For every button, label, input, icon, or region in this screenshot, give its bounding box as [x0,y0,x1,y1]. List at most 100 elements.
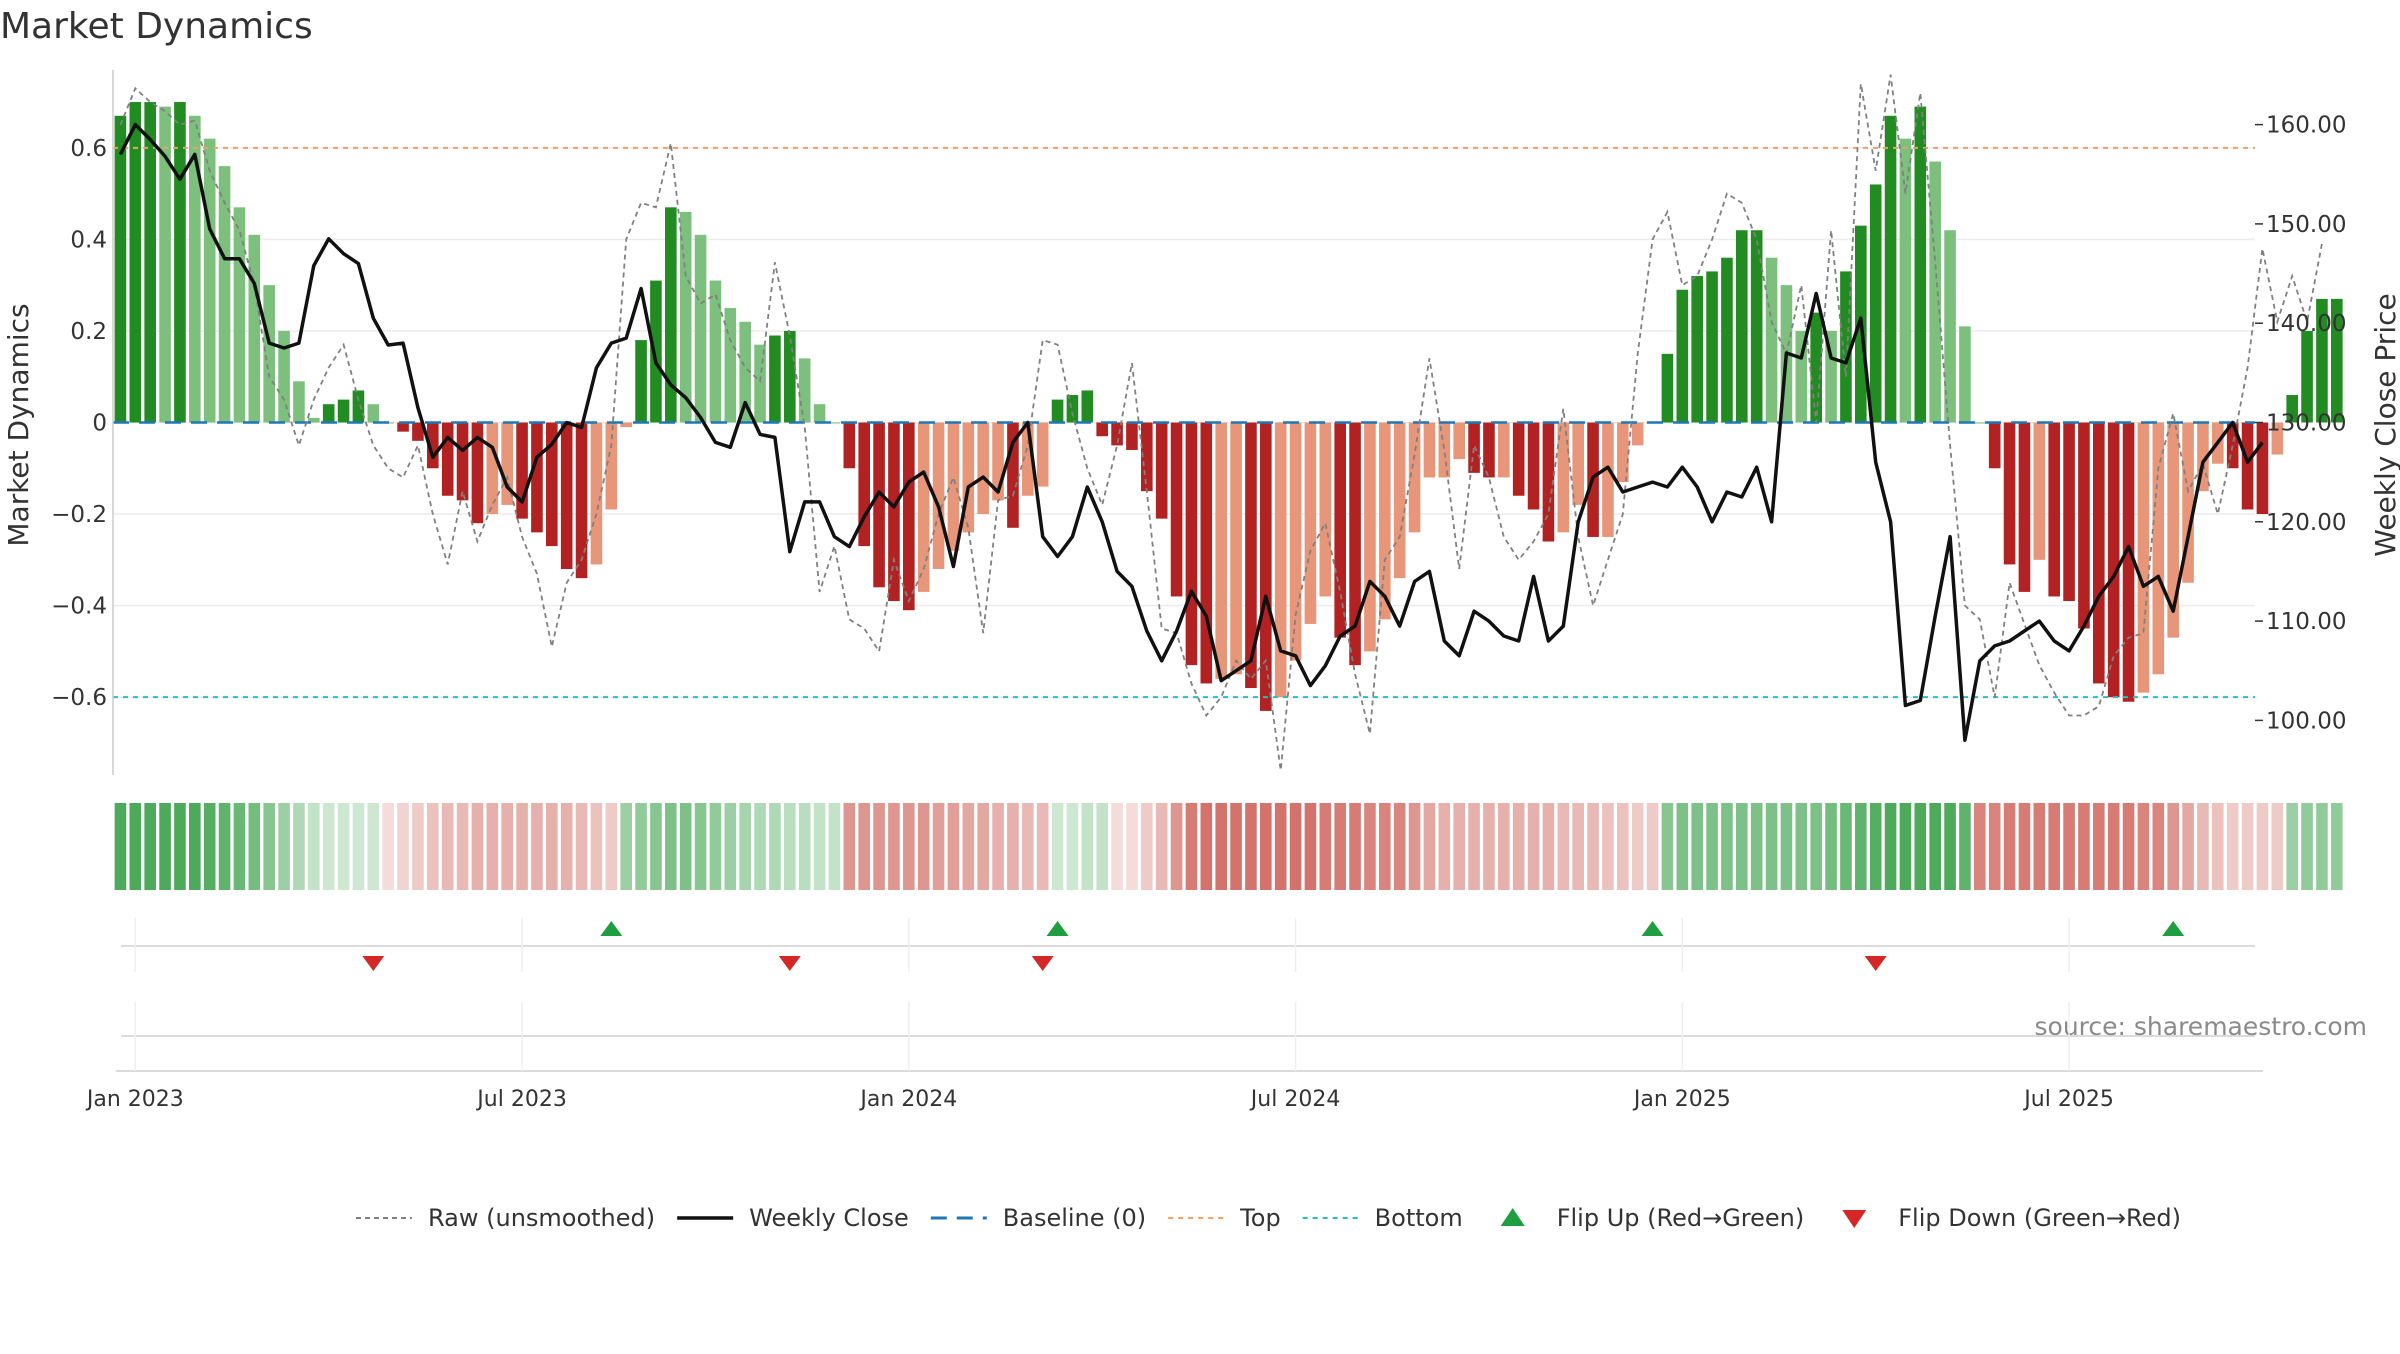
regime-cell [546,803,558,890]
dynamics-bar [813,404,826,423]
dynamics-bar [1036,422,1049,487]
regime-cell [1602,803,1614,890]
dynamics-bar [1066,395,1079,423]
regime-cell [947,803,960,890]
regime-cell [486,803,499,890]
regime-cell [1631,803,1644,890]
dynamics-bar [2241,422,2254,510]
regime-cell [1765,803,1778,890]
axes: 0.6 0.4 0.2 0 −0.2 −0.4 −0.6 160.00 150.00 140.00… [51,70,2346,775]
regime-cell [784,803,796,890]
dynamics-bar [1869,184,1882,423]
dynamics-bar [947,422,960,551]
dynamics-bar [322,404,335,423]
dynamics-bar [1304,422,1317,624]
dynamics-bar [1527,422,1540,510]
dynamics-bar [739,321,751,423]
right-tick-label: 160.00 [2266,113,2346,139]
dynamics-bar [1542,422,1555,542]
dynamics-bar [531,422,543,533]
regime-cell [1512,803,1525,890]
regime-cell [1379,803,1391,890]
left-tick-label: 0.6 [70,136,107,162]
regime-cell [754,803,766,890]
regime-cell [1230,803,1242,890]
flip-down-marker [1031,956,1054,971]
regime-cell [412,803,424,890]
regime-cell [888,803,900,890]
dynamics-bar [1408,422,1421,533]
regime-cell [694,803,707,890]
regime-cell [1349,803,1361,890]
regime-cell [382,803,394,890]
dynamics-bar [1512,422,1525,496]
dynamics-bar [2301,330,2313,423]
x-tick-label: Jan 2023 [85,1087,184,1112]
regime-cell [1944,803,1956,890]
regime-cell [2107,803,2120,890]
regime-cell [679,803,692,890]
dynamics-bar [873,422,885,588]
regime-cell [1260,803,1272,890]
dynamics-bar [2331,298,2343,423]
dynamics-bar [1289,422,1302,661]
left-tick-label: 0 [92,411,107,437]
dynamics-bar [2003,422,2016,565]
regime-cell [278,803,290,890]
dynamics-bar [456,422,469,501]
regime-cell [1274,803,1287,890]
regime-cell [1126,803,1138,890]
regime-cell [2271,803,2284,890]
dynamics-bar [1364,422,1376,652]
regime-cell [1974,803,1986,890]
dynamics-bar [2286,395,2298,423]
regime-cell [1572,803,1584,890]
dynamics-bar [2167,422,2179,638]
regime-cell [977,803,989,890]
dynamics-bar [754,344,766,423]
dynamics-bar [1483,422,1495,478]
dynamics-bar [620,422,632,428]
left-tick-label: 0.4 [70,227,107,253]
dynamics-bar [1170,422,1183,597]
regime-cell [2212,803,2224,890]
flip-markers [121,918,2255,972]
legend-item-bottom: Bottom [1302,1204,1463,1232]
regime-cell [1051,803,1064,890]
right-tick-label: 120.00 [2266,510,2346,536]
dynamics-bar [159,106,171,423]
regime-cell [218,803,231,890]
regime-cell [2226,803,2239,890]
regime-cell [1022,803,1034,890]
dynamics-bar [367,404,380,423]
legend-label: Flip Up (Red→Green) [1557,1204,1805,1232]
regime-cell [114,803,127,890]
regime-cell [2093,803,2105,890]
dynamics-bar [590,422,603,565]
regime-cell [2182,803,2194,890]
regime-cell [189,803,201,890]
legend-item-raw: Raw (unsmoothed) [356,1204,655,1232]
dynamics-bar [1111,422,1123,446]
regime-cell [992,803,1004,890]
regime-cell [635,803,647,890]
right-tick-label: 130.00 [2266,411,2346,437]
dynamics-bar [798,358,811,423]
regime-cell [932,803,945,890]
dynamics-bar [1765,257,1778,423]
legend-label: Raw (unsmoothed) [428,1204,655,1232]
regime-cell [2063,803,2075,890]
regime-cell [605,803,618,890]
dynamics-bar [1230,422,1242,675]
regime-cell [917,803,930,890]
regime-cell [1334,803,1346,890]
regime-strip [114,803,2343,890]
regime-cell [962,803,975,890]
dynamics-bar [1602,422,1614,537]
regime-cell [828,803,841,890]
dynamics-bar [2316,298,2328,423]
regime-cell [501,803,513,890]
regime-cell [739,803,751,890]
regime-cell [1170,803,1183,890]
